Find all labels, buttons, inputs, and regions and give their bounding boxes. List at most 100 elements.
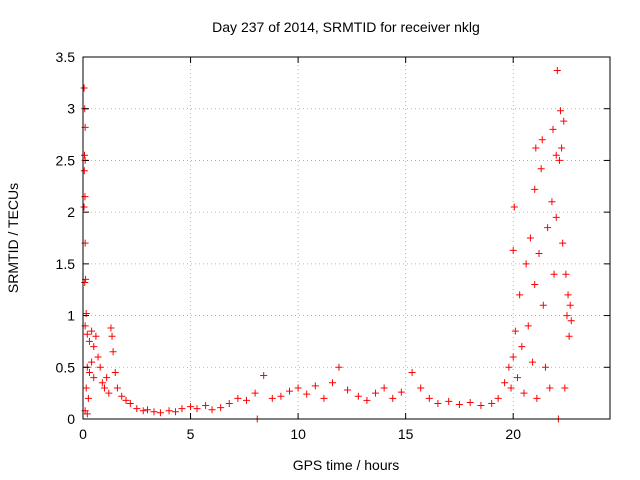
data-point <box>514 374 522 382</box>
data-point <box>234 394 242 402</box>
data-point <box>561 384 569 392</box>
data-point <box>488 399 496 407</box>
data-point <box>520 389 528 397</box>
data-point <box>425 394 433 402</box>
data-point <box>380 384 388 392</box>
data-point <box>397 388 405 396</box>
data-point <box>445 397 453 405</box>
data-point <box>501 379 509 387</box>
data-point <box>320 394 328 402</box>
y-tick-label: 3.5 <box>56 49 76 65</box>
data-point <box>408 368 416 376</box>
x-tick-label: 5 <box>187 426 195 442</box>
data-point <box>108 332 116 340</box>
data-point <box>202 402 210 410</box>
data-point <box>171 408 179 416</box>
x-tick-label: 20 <box>505 426 521 442</box>
x-tick-label: 15 <box>398 426 414 442</box>
data-point <box>565 332 573 340</box>
data-point <box>81 278 89 286</box>
data-point <box>372 389 380 397</box>
data-point <box>544 224 552 232</box>
data-point <box>85 368 93 376</box>
data-point <box>532 144 540 152</box>
data-point <box>541 363 549 371</box>
data-point <box>133 405 141 413</box>
data-point <box>548 198 556 206</box>
chart-title: Day 237 of 2014, SRMTID for receiver nkl… <box>212 19 480 35</box>
data-point <box>107 324 115 332</box>
data-point <box>90 374 98 382</box>
x-axis-title: GPS time / hours <box>293 457 400 473</box>
data-point <box>507 384 515 392</box>
data-point <box>363 396 371 404</box>
grid <box>83 57 610 419</box>
data-point <box>524 322 532 330</box>
data-point <box>389 394 397 402</box>
axis-ticks <box>82 56 610 420</box>
data-point <box>505 363 513 371</box>
data-point <box>126 399 134 407</box>
data-point <box>98 379 106 387</box>
y-tick-label: 1.5 <box>56 256 76 272</box>
data-point <box>516 291 524 299</box>
data-point <box>535 250 543 258</box>
data-point <box>531 281 539 289</box>
data-point <box>81 151 89 159</box>
data-point <box>335 363 343 371</box>
data-point <box>522 260 530 268</box>
data-point <box>80 84 88 92</box>
data-point <box>434 399 442 407</box>
data-point <box>85 337 93 345</box>
plot-frame <box>82 56 611 420</box>
data-point <box>105 389 113 397</box>
data-point <box>83 410 91 418</box>
data-point <box>94 353 102 361</box>
data-point <box>329 379 337 387</box>
data-point <box>217 404 225 412</box>
data-point <box>564 291 572 299</box>
data-point <box>552 151 560 159</box>
x-tick-label: 0 <box>79 426 87 442</box>
data-point <box>277 392 285 400</box>
data-point <box>311 382 319 390</box>
y-tick-labels: 0 0.5 1 1.5 2 2.5 3 3.5 <box>56 49 76 427</box>
data-point <box>150 408 158 416</box>
data-point <box>562 270 570 278</box>
data-point <box>294 384 302 392</box>
y-axis-title: SRMTID / TECUs <box>5 183 21 293</box>
data-point <box>550 270 558 278</box>
data-point <box>113 384 121 392</box>
data-point <box>81 193 89 201</box>
data-point <box>88 327 96 335</box>
data-point <box>553 66 561 74</box>
x-tick-labels: 0 5 10 15 20 <box>79 426 521 442</box>
data-point <box>208 406 216 414</box>
data-point <box>510 203 518 211</box>
data-point <box>103 374 111 382</box>
data-point <box>144 406 152 414</box>
data-point <box>546 384 554 392</box>
y-tick-label: 0.5 <box>56 359 76 375</box>
data-point <box>242 396 250 404</box>
data-point <box>156 409 164 417</box>
data-point <box>559 239 567 247</box>
data-point <box>494 394 502 402</box>
data-point <box>529 358 537 366</box>
y-tick-label: 3 <box>67 101 75 117</box>
data-point <box>539 301 547 309</box>
data-point <box>139 407 147 415</box>
data-point <box>552 213 560 221</box>
data-point <box>193 405 201 413</box>
data-point <box>526 234 534 242</box>
data-point <box>566 301 574 309</box>
data-point <box>82 384 90 392</box>
data-point <box>101 384 109 392</box>
data-point <box>555 156 563 164</box>
data-point <box>118 392 126 400</box>
data-point <box>122 396 130 404</box>
data-point <box>83 330 91 338</box>
data-point <box>563 312 571 320</box>
data-point <box>80 203 88 211</box>
